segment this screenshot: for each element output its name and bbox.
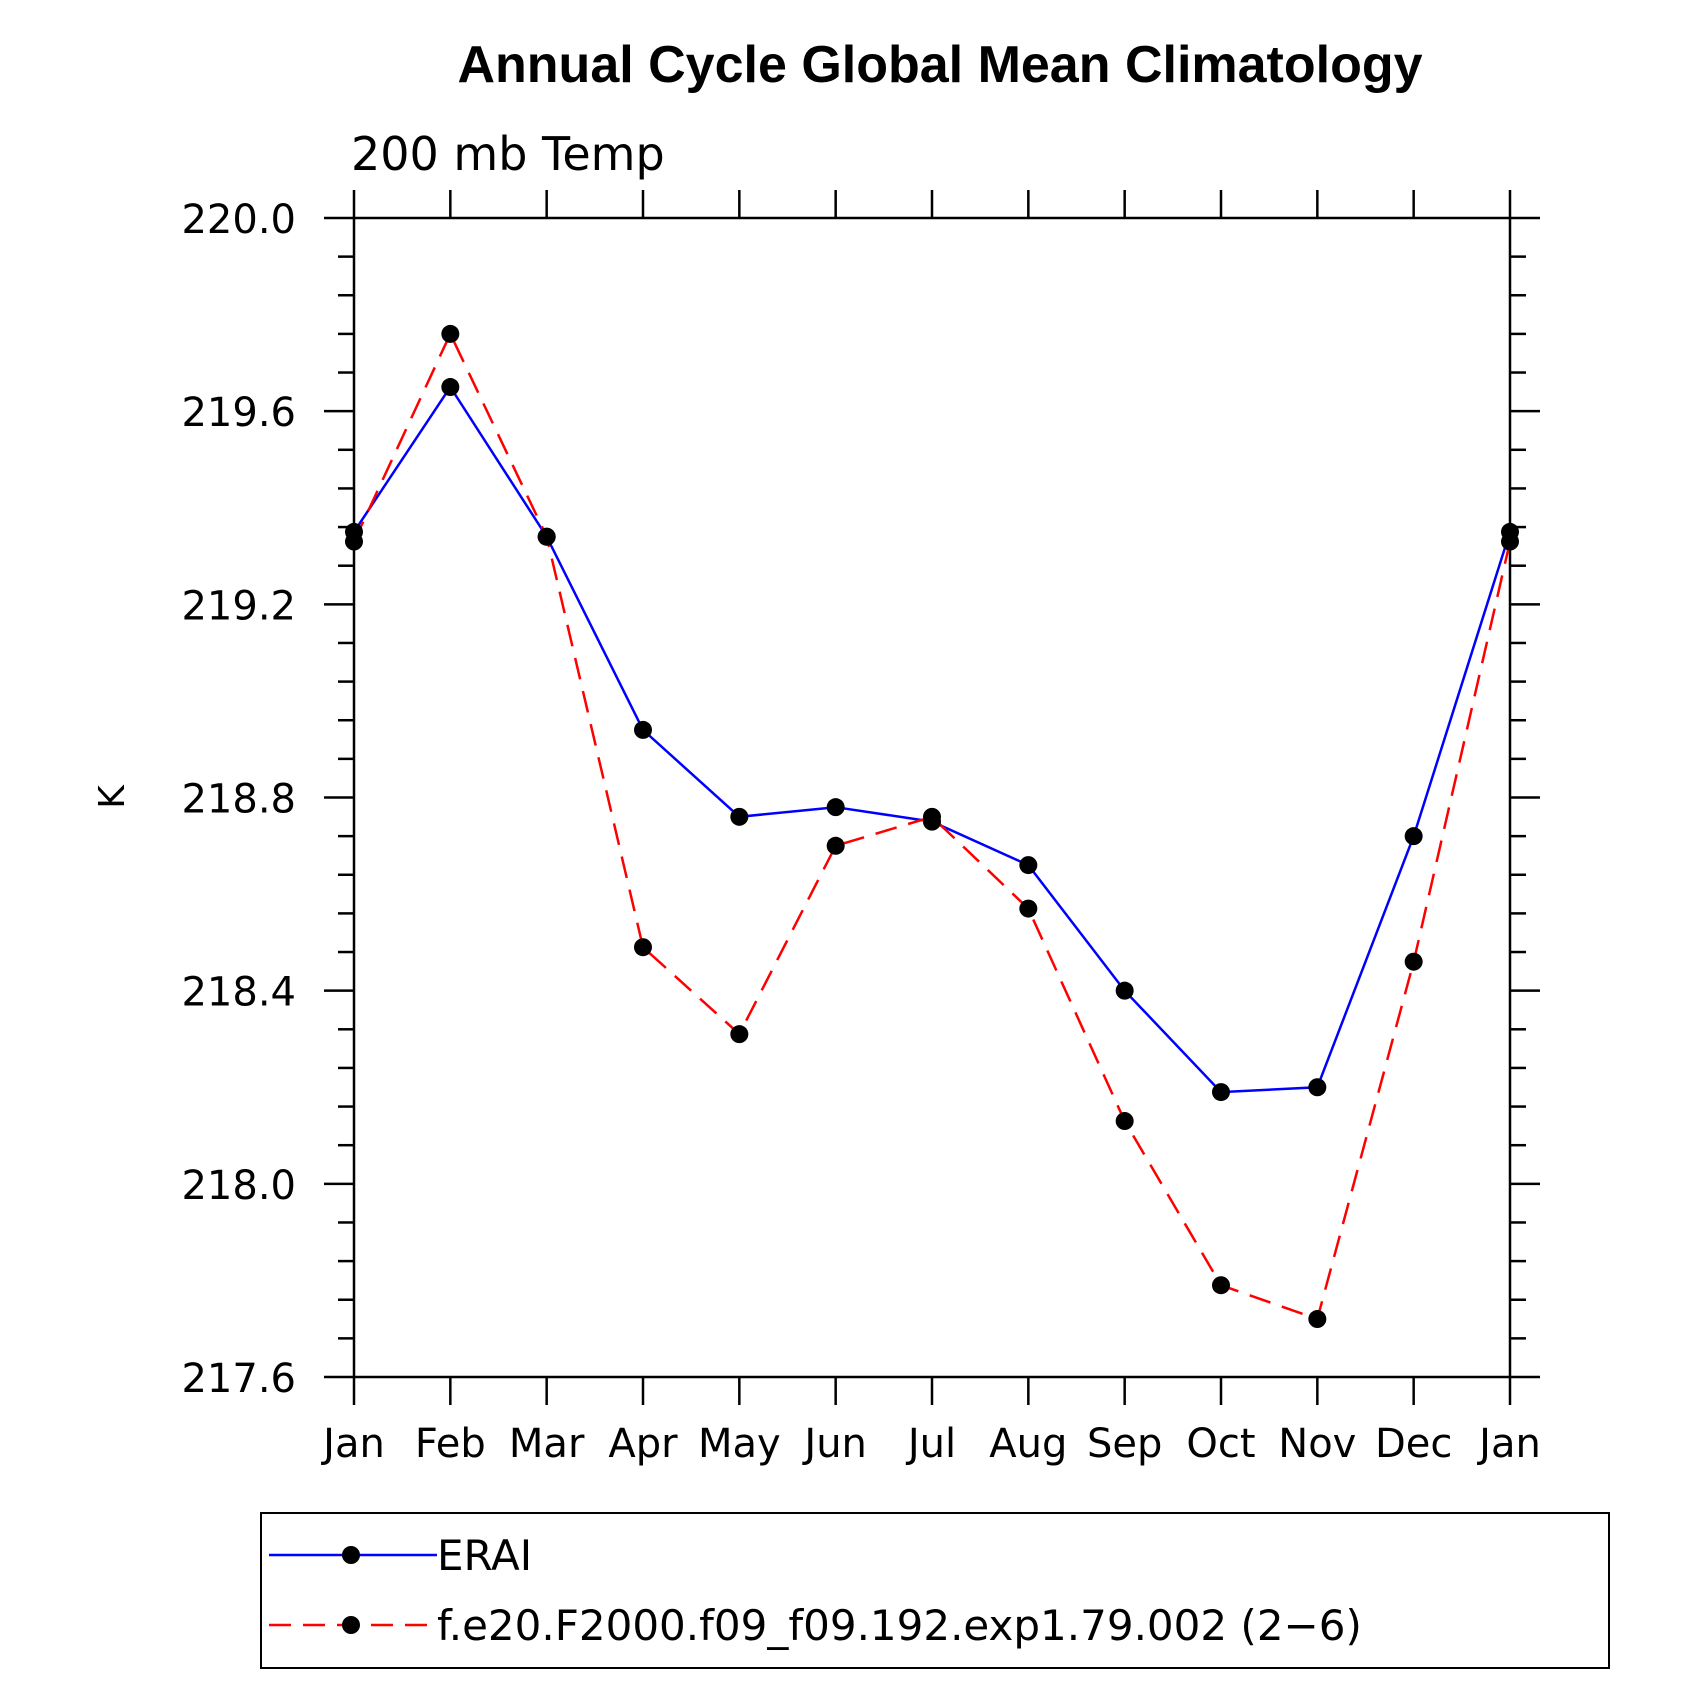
x-tick-label: May xyxy=(698,1421,781,1467)
series-line-0 xyxy=(352,384,1512,1094)
data-point-series-0 xyxy=(1115,981,1134,1000)
data-point-series-1 xyxy=(537,527,556,546)
y-tick-label: 218.4 xyxy=(181,970,296,1016)
data-point-series-0 xyxy=(634,720,652,739)
x-tick-label: Oct xyxy=(1186,1421,1255,1467)
data-point-series-0 xyxy=(730,807,749,826)
y-tick-label: 218.0 xyxy=(181,1163,296,1209)
x-tick-label: Apr xyxy=(608,1421,678,1467)
legend: ERAI f.e20.F2000.f09_f09.192.exp1.79.002… xyxy=(260,1512,1610,1669)
y-tick-label: 218.8 xyxy=(181,777,296,823)
y-axis-label: K xyxy=(92,784,133,809)
x-tick-label: Aug xyxy=(989,1421,1067,1467)
x-tick-label: Sep xyxy=(1087,1421,1162,1467)
data-point-series-0 xyxy=(1308,1078,1327,1097)
x-tick-label: Mar xyxy=(509,1421,585,1467)
axis-ticks xyxy=(324,190,1540,1405)
legend-marker-erai xyxy=(342,1546,360,1564)
x-tick-label: Dec xyxy=(1375,1421,1452,1467)
data-point-series-1 xyxy=(1404,952,1423,971)
data-point-series-1 xyxy=(345,532,363,551)
chart-title: Annual Cycle Global Mean Climatology xyxy=(457,36,1422,94)
y-tick-label: 220.0 xyxy=(181,197,296,243)
data-point-series-0 xyxy=(826,798,845,817)
data-point-series-1 xyxy=(1115,1112,1134,1131)
y-tick-label: 217.6 xyxy=(181,1356,296,1402)
data-point-series-1 xyxy=(1019,899,1038,918)
x-tick-label: Jan xyxy=(1476,1421,1541,1467)
x-tick-label: Nov xyxy=(1278,1421,1356,1467)
x-tick-label: Jun xyxy=(801,1421,867,1467)
x-tick-label: Jan xyxy=(320,1421,385,1467)
x-tick-label: Feb xyxy=(415,1421,486,1467)
y-tick-label: 219.2 xyxy=(181,583,296,629)
legend-box xyxy=(260,1512,1610,1669)
data-point-series-0 xyxy=(1019,856,1038,875)
legend-label-model: f.e20.F2000.f09_f09.192.exp1.79.002 (2−6… xyxy=(437,1601,1362,1650)
data-point-series-1 xyxy=(441,324,460,343)
data-point-series-1 xyxy=(634,938,652,957)
y-tick-label: 219.6 xyxy=(181,390,296,436)
x-tick-label: Jul xyxy=(905,1421,956,1467)
data-point-series-1 xyxy=(1212,1276,1230,1295)
data-point-series-0 xyxy=(1212,1083,1230,1102)
plot-frame xyxy=(352,216,1512,1379)
axis-tick-labels: Jan Feb Mar Apr May Jun Jul Aug Sep Oct Nov Dec Jan 2… xyxy=(181,197,1540,1467)
data-point-series-1 xyxy=(1501,532,1519,551)
data-point-series-1 xyxy=(1308,1310,1327,1329)
chart-subtitle: 200 mb Temp xyxy=(351,127,665,181)
data-point-series-1 xyxy=(923,807,941,826)
data-point-series-0 xyxy=(441,378,460,397)
series-markers xyxy=(345,324,1519,1329)
data-point-series-1 xyxy=(730,1025,749,1044)
data-point-series-1 xyxy=(826,836,845,855)
legend-label-erai: ERAI xyxy=(437,1531,532,1580)
legend-marker-model xyxy=(342,1616,360,1634)
data-point-series-0 xyxy=(1404,827,1423,846)
